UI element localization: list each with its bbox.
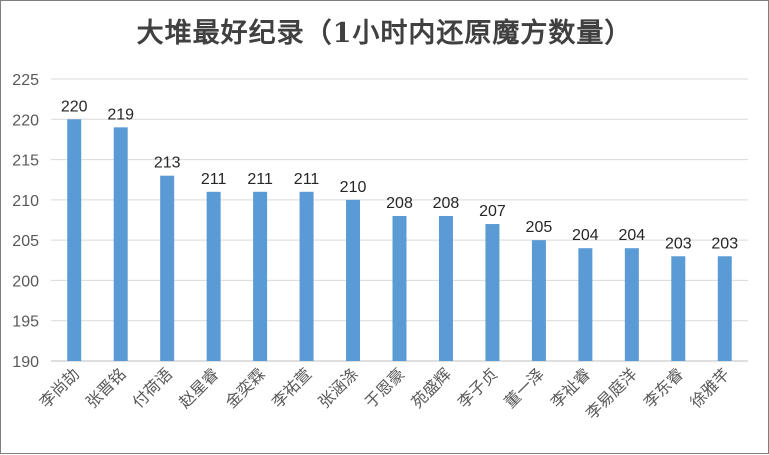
- bar: [346, 199, 361, 361]
- data-label: 203: [665, 235, 692, 252]
- bar: [485, 224, 500, 361]
- data-label: 204: [572, 227, 599, 244]
- bar: [624, 248, 639, 361]
- category-label: 苑盛辉: [407, 364, 454, 411]
- bar: [578, 248, 593, 361]
- category-label: 于恩豪: [361, 364, 408, 411]
- category-label: 李易庭洋: [582, 364, 641, 423]
- bar: [67, 119, 82, 362]
- chart-title: 大堆最好纪录（1小时内还原魔方数量）: [136, 18, 633, 49]
- category-label: 付荷语: [129, 364, 176, 411]
- y-tick-label: 210: [12, 193, 39, 210]
- bar: [438, 215, 453, 361]
- bar: [717, 256, 732, 361]
- data-label: 219: [107, 106, 134, 123]
- data-label: 211: [201, 171, 227, 188]
- category-label: 李东睿: [640, 364, 687, 411]
- data-label: 211: [294, 171, 320, 188]
- category-label: 李尚劼: [36, 364, 83, 411]
- category-label: 张晋铭: [82, 364, 129, 411]
- category-label: 李祐萱: [268, 364, 315, 411]
- category-label: 赵星睿: [175, 364, 222, 411]
- data-label: 208: [386, 195, 413, 212]
- y-tick-label: 205: [12, 233, 39, 250]
- data-label: 205: [526, 219, 553, 236]
- bar: [160, 175, 175, 361]
- category-label: 李子贞: [454, 364, 501, 411]
- y-tick-label: 200: [12, 273, 39, 290]
- bar: [671, 256, 686, 361]
- category-label: 张涵涤: [314, 364, 361, 411]
- bar: [299, 191, 314, 361]
- bar: [206, 191, 221, 361]
- category-label: 徐雅芊: [686, 364, 733, 411]
- category-label: 金奕霖: [222, 364, 269, 411]
- data-label: 203: [711, 235, 738, 252]
- y-tick-label: 225: [12, 72, 39, 89]
- data-label: 211: [247, 171, 273, 188]
- data-label: 220: [61, 98, 88, 115]
- bar: [253, 191, 268, 361]
- y-tick-label: 195: [12, 314, 39, 331]
- y-tick-label: 215: [12, 153, 39, 170]
- category-label: 董一泽: [500, 364, 547, 411]
- bar: [113, 127, 128, 361]
- data-label: 213: [154, 155, 181, 172]
- bar: [392, 215, 407, 361]
- data-label: 208: [433, 195, 460, 212]
- bar: [531, 240, 546, 361]
- data-label: 207: [479, 203, 506, 220]
- data-label: 210: [340, 179, 367, 196]
- data-label: 204: [618, 227, 645, 244]
- y-tick-label: 190: [12, 354, 39, 371]
- y-tick-label: 220: [12, 112, 39, 129]
